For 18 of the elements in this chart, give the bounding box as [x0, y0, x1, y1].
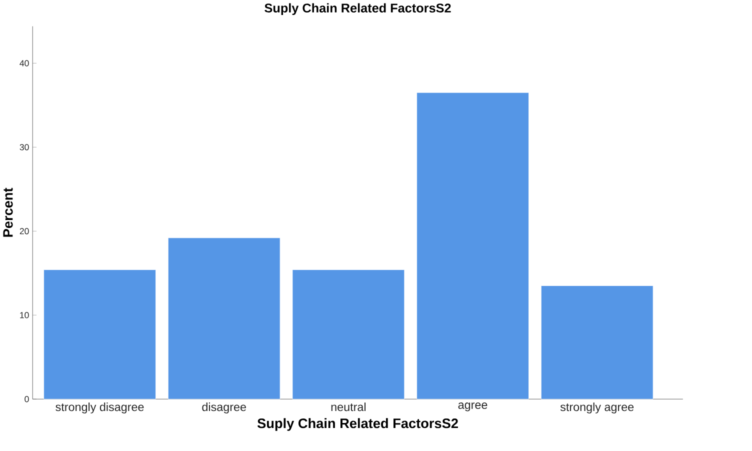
x-tick-label: agree — [458, 402, 488, 412]
x-tick-label: strongly agree — [560, 402, 634, 414]
y-tick-label: 10 — [20, 312, 29, 318]
y-tick-label: 20 — [20, 228, 29, 234]
x-tick-label: disagree — [202, 402, 246, 414]
x-tick-label: neutral — [331, 402, 366, 412]
x-axis-title: Suply Chain Related FactorsS2 — [257, 418, 458, 432]
y-tick-label: 0 — [24, 396, 29, 402]
x-tick-label: strongly disagree — [56, 402, 144, 414]
y-axis-title: Percent — [3, 188, 13, 237]
bar — [44, 270, 156, 400]
bar — [540, 286, 654, 400]
y-tick-label: 40 — [20, 60, 29, 66]
chart-title: Suply Chain Related FactorsS2 — [264, 3, 451, 16]
bar — [416, 92, 529, 400]
bar — [292, 270, 405, 400]
bar — [168, 238, 280, 400]
y-tick-label: 30 — [20, 144, 29, 150]
